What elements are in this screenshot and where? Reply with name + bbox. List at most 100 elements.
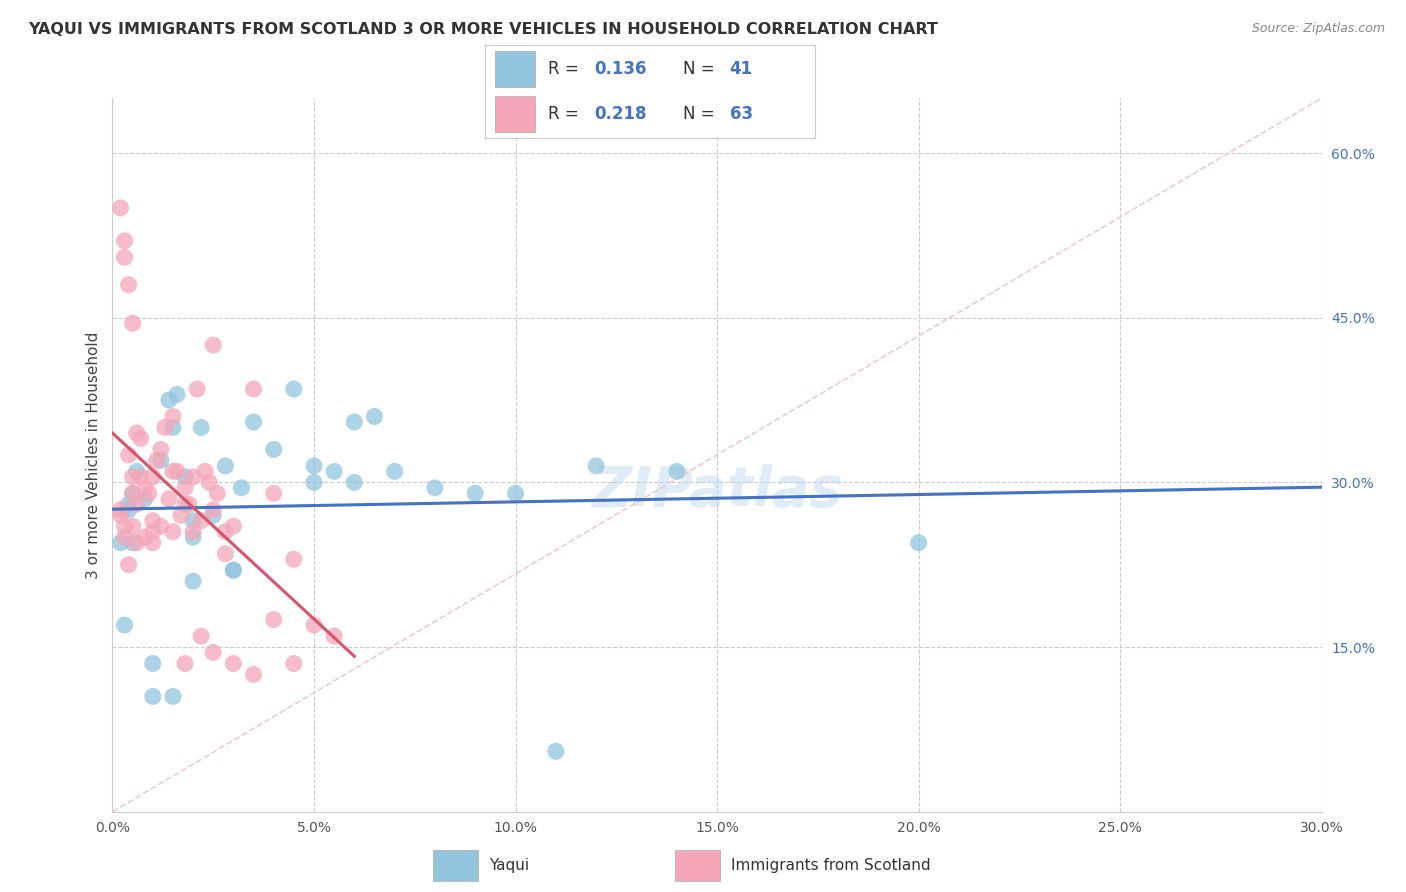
Point — [363, 409, 385, 424]
Point — [125, 535, 148, 549]
Text: 0.218: 0.218 — [595, 105, 647, 123]
Point — [202, 503, 225, 517]
Point — [121, 519, 143, 533]
Point — [464, 486, 486, 500]
Point — [121, 486, 143, 500]
Point — [323, 629, 346, 643]
Bar — [433, 849, 478, 881]
Point — [121, 535, 143, 549]
Point — [190, 514, 212, 528]
Point — [125, 464, 148, 478]
Bar — [495, 96, 534, 132]
Point — [149, 519, 172, 533]
Point — [181, 514, 204, 528]
Point — [263, 613, 285, 627]
Point — [242, 415, 264, 429]
Point — [110, 201, 132, 215]
Text: 0.136: 0.136 — [595, 60, 647, 78]
Point — [125, 425, 148, 440]
Point — [142, 524, 165, 539]
Text: ZIPatlas: ZIPatlas — [592, 464, 842, 517]
Point — [114, 530, 136, 544]
Point — [231, 481, 253, 495]
Point — [585, 458, 607, 473]
Text: Immigrants from Scotland: Immigrants from Scotland — [731, 858, 931, 872]
Point — [157, 491, 180, 506]
Point — [153, 420, 176, 434]
Text: Source: ZipAtlas.com: Source: ZipAtlas.com — [1251, 22, 1385, 36]
Point — [222, 563, 245, 577]
Text: Yaqui: Yaqui — [489, 858, 530, 872]
Y-axis label: 3 or more Vehicles in Household: 3 or more Vehicles in Household — [86, 331, 101, 579]
Point — [222, 563, 245, 577]
Point — [214, 524, 236, 539]
Point — [222, 519, 245, 533]
Point — [544, 744, 567, 758]
Point — [242, 667, 264, 681]
Text: R =: R = — [548, 105, 583, 123]
Point — [174, 470, 197, 484]
Point — [114, 519, 136, 533]
Point — [166, 387, 188, 401]
Point — [134, 491, 156, 506]
Point — [138, 486, 160, 500]
Text: R =: R = — [548, 60, 583, 78]
Point — [283, 552, 305, 566]
Point — [177, 497, 200, 511]
Point — [343, 415, 366, 429]
Point — [142, 514, 165, 528]
Point — [302, 475, 325, 490]
Point — [198, 475, 221, 490]
Point — [283, 657, 305, 671]
Point — [907, 535, 929, 549]
Point — [190, 629, 212, 643]
Point — [202, 646, 225, 660]
Point — [181, 530, 204, 544]
Point — [125, 497, 148, 511]
Bar — [495, 51, 534, 87]
Point — [121, 470, 143, 484]
Point — [142, 470, 165, 484]
Point — [323, 464, 346, 478]
Point — [117, 448, 139, 462]
Point — [190, 420, 212, 434]
Point — [166, 464, 188, 478]
Point — [202, 508, 225, 523]
Point — [114, 250, 136, 264]
Point — [214, 547, 236, 561]
Text: 41: 41 — [730, 60, 752, 78]
Point — [263, 442, 285, 457]
Point — [117, 558, 139, 572]
Point — [665, 464, 688, 478]
Point — [174, 497, 197, 511]
Point — [505, 486, 527, 500]
Point — [142, 535, 165, 549]
Point — [181, 524, 204, 539]
Point — [142, 657, 165, 671]
Point — [129, 432, 152, 446]
Point — [214, 458, 236, 473]
Point — [114, 618, 136, 632]
Text: N =: N = — [683, 60, 720, 78]
Point — [162, 409, 184, 424]
Point — [162, 464, 184, 478]
Point — [134, 481, 156, 495]
Point — [242, 382, 264, 396]
Point — [157, 392, 180, 407]
Point — [149, 442, 172, 457]
Point — [117, 497, 139, 511]
Point — [110, 508, 132, 523]
Point — [162, 420, 184, 434]
Bar — [675, 849, 720, 881]
Point — [194, 464, 217, 478]
Text: 63: 63 — [730, 105, 752, 123]
Point — [134, 530, 156, 544]
Point — [146, 453, 169, 467]
Point — [263, 486, 285, 500]
Point — [117, 503, 139, 517]
Point — [162, 524, 184, 539]
Point — [174, 657, 197, 671]
Point — [343, 475, 366, 490]
Point — [162, 690, 184, 704]
Point — [110, 503, 132, 517]
